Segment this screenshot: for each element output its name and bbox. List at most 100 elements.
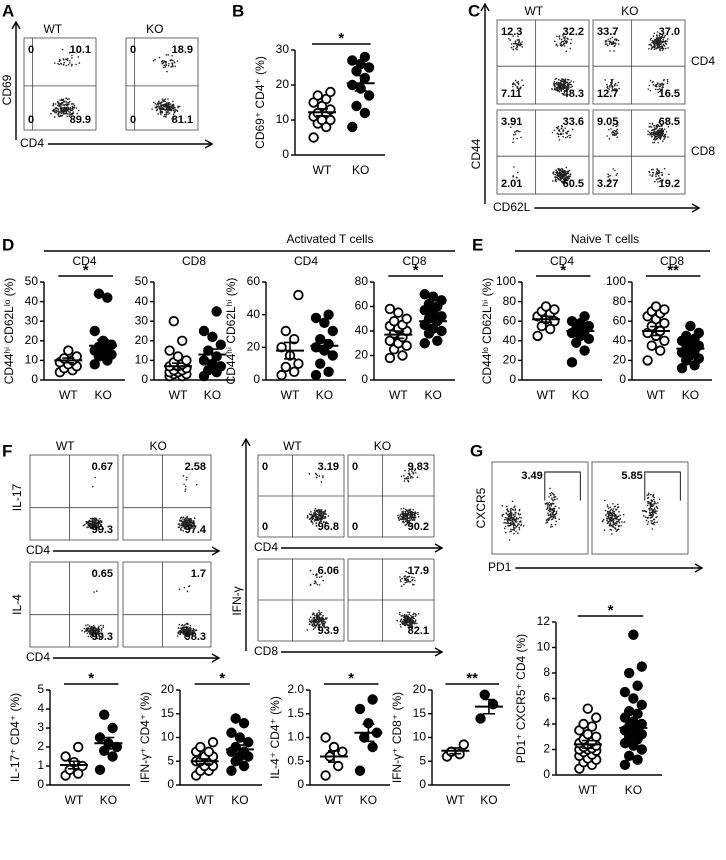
cell-dot [183,626,185,629]
cell-dot [161,60,163,63]
cell-dot [554,87,556,90]
cell-dot [648,43,650,46]
cell-dot [501,515,504,517]
data-point [363,62,375,73]
cell-dot [555,178,557,181]
cell-dot [71,103,73,105]
quadrant-label: 60.5 [563,178,584,190]
cell-dot [72,111,74,113]
quadrant-label: 0 [262,461,268,473]
cell-dot [176,635,179,637]
cell-dot [655,138,658,140]
cell-dot [562,78,565,81]
y-tick-label: 5 [419,753,426,767]
cell-dot [518,508,521,511]
cell-dot [661,86,664,89]
cell-dot [90,627,93,630]
cell-dot [553,496,556,498]
cell-dot [649,89,652,92]
cell-dot [571,128,574,131]
quadrant-label: 18.9 [172,44,193,56]
cell-dot [67,108,70,111]
cell-dot [158,100,160,102]
x-tick-label: KO [231,793,248,807]
column-label: WT [283,439,302,453]
data-point [578,718,589,730]
cell-dot [68,115,71,117]
cell-dot [413,612,415,615]
cell-dot [661,134,664,136]
cell-dot [571,85,574,88]
cell-dot [317,516,319,519]
cell-dot [506,514,509,516]
cell-dot [522,84,524,87]
cell-dot [513,506,515,508]
gate-label: 3.49 [521,470,542,482]
cell-dot [406,478,408,480]
x-tick-label: KO [424,388,441,402]
cell-dot [412,508,415,511]
arrowhead [204,139,214,149]
cell-dot [611,509,614,512]
cell-dot [151,108,153,110]
cell-dot [403,613,406,616]
cell-dot [92,624,95,627]
cell-dot [312,619,315,621]
y-axis-label: IL-4⁺ CD4⁺ (%) [268,696,282,779]
y-tick-label: 15 [413,706,427,720]
cell-dot [504,522,507,524]
cell-dot [660,128,663,131]
cell-dot [189,624,192,627]
cell-dot [609,506,612,509]
cell-dot [557,177,559,180]
cell-dot [556,172,559,175]
cell-dot [512,48,515,51]
data-point [384,352,396,364]
data-point [181,355,192,366]
data-point [479,689,490,700]
cell-dot [66,106,69,108]
cell-dot [653,134,656,137]
x-axis-label: CD4 [26,650,50,664]
cell-dot [313,520,316,522]
data-point [72,741,84,753]
cell-dot [163,60,166,62]
y-tick-label: 20 [161,682,175,696]
cell-dot [662,129,665,132]
y-axis-label: CD44ˡᵒ CD62Lʰⁱ (%) [480,278,494,385]
cell-dot [560,170,563,173]
cell-dot [309,569,312,572]
cell-dot [407,513,410,515]
cell-dot [412,621,415,623]
cell-dot [558,84,560,87]
cell-dot [655,512,657,515]
quadrant-label: 16.5 [659,88,680,100]
cell-dot [607,515,610,518]
cell-dot [414,511,417,513]
cell-dot [613,514,616,516]
cell-dot [518,516,521,519]
cell-dot [646,504,649,507]
cell-dot [163,115,165,118]
data-point [566,357,578,368]
cell-dot [650,37,652,40]
cell-dot [310,517,313,519]
cell-dot [69,106,72,109]
cell-dot [306,629,309,631]
cell-dot [606,83,608,86]
cell-dot [183,586,186,589]
y-tick-label: 100 [606,274,626,288]
cell-dot [401,516,403,518]
cell-dot [558,507,560,509]
cell-dot [666,78,669,81]
data-point [102,292,113,303]
quadrant-label: 0 [352,461,358,473]
cell-dot [664,40,667,42]
cell-dot [658,175,660,177]
cell-dot [649,43,652,46]
plot-frame [592,19,686,105]
cell-dot [570,80,572,82]
cell-dot [613,84,616,87]
cell-dot [156,103,158,106]
cell-dot [659,130,662,133]
